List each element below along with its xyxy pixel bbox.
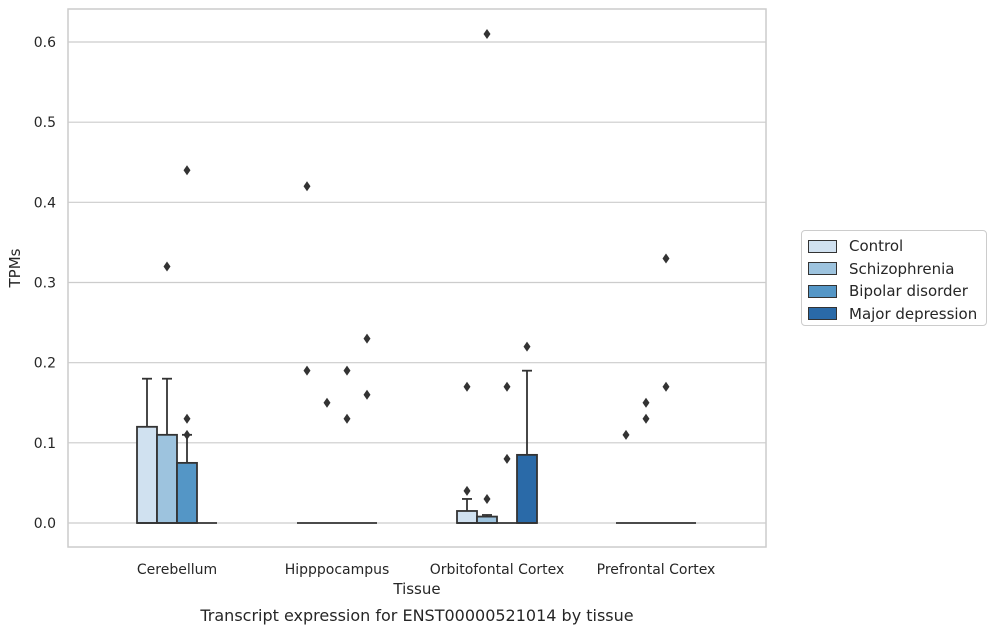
y-tick-label: 0.6 xyxy=(34,35,56,51)
outlier-point xyxy=(503,453,511,464)
outlier-point xyxy=(163,261,171,272)
legend-swatch xyxy=(808,239,837,253)
legend-label: Bipolar disorder xyxy=(849,282,968,301)
boxes xyxy=(136,28,696,524)
box-1-1 xyxy=(317,397,337,524)
box-rect xyxy=(456,510,478,524)
box-rect xyxy=(476,515,498,524)
legend-swatch xyxy=(808,307,837,321)
outlier-point xyxy=(523,341,531,352)
outlier-point xyxy=(622,429,630,440)
outlier-point xyxy=(483,493,491,504)
box-3-1 xyxy=(357,333,377,524)
outlier-point xyxy=(303,181,311,192)
outlier-point xyxy=(463,485,471,496)
legend-item-schizophrenia: Schizophrenia xyxy=(808,258,980,281)
outlier-point xyxy=(343,365,351,376)
box-3-2 xyxy=(516,341,538,524)
x-tick-label: Hipppocampus xyxy=(285,562,390,578)
legend: Control Schizophrenia Bipolar disorder M… xyxy=(801,230,987,326)
outlier-point xyxy=(363,333,371,344)
y-tick-label: 0.2 xyxy=(34,356,56,372)
x-tick-label: Prefrontal Cortex xyxy=(597,562,716,578)
box-2-1 xyxy=(337,365,357,524)
y-axis-label: TPMs xyxy=(6,248,24,288)
y-tick-label: 0.3 xyxy=(34,276,56,292)
box-2-2 xyxy=(497,381,517,524)
x-tick-label: Cerebellum xyxy=(137,562,217,578)
plot-frame xyxy=(67,8,767,548)
box-rect xyxy=(176,461,198,524)
outlier-point xyxy=(642,413,650,424)
legend-item-bipolar-disorder: Bipolar disorder xyxy=(808,280,980,303)
box-rect xyxy=(156,433,178,524)
legend-swatch xyxy=(808,284,837,298)
legend-item-control: Control xyxy=(808,235,980,258)
y-tick-label: 0.4 xyxy=(34,195,56,211)
box-rect xyxy=(136,425,158,524)
y-tick-label: 0.1 xyxy=(34,436,56,452)
box-rect xyxy=(516,453,538,524)
x-axis-label: Tissue xyxy=(392,580,440,598)
box-0-1 xyxy=(297,181,317,524)
box-0-3 xyxy=(616,429,636,524)
outlier-point xyxy=(183,165,191,176)
x-tick-labels: Cerebellum Hipppocampus Orbitofontal Corte… xyxy=(137,562,715,578)
outlier-point xyxy=(483,28,491,39)
outlier-point xyxy=(662,253,670,264)
box-1-0 xyxy=(156,261,178,524)
outlier-point xyxy=(183,429,191,440)
chart-caption: Transcript expression for ENST0000052101… xyxy=(200,606,634,625)
box-0-0 xyxy=(136,377,158,524)
box-2-0 xyxy=(176,165,198,524)
outlier-point xyxy=(343,413,351,424)
legend-swatch xyxy=(808,262,837,276)
grid-lines xyxy=(68,41,766,524)
outlier-point xyxy=(662,381,670,392)
outlier-point xyxy=(303,365,311,376)
outlier-point xyxy=(183,413,191,424)
box-1-2 xyxy=(476,28,498,524)
outlier-point xyxy=(323,397,331,408)
outlier-point xyxy=(463,381,471,392)
box-0-2 xyxy=(456,381,478,524)
legend-label: Control xyxy=(849,237,904,256)
outlier-point xyxy=(363,389,371,400)
legend-label: Schizophrenia xyxy=(849,259,955,278)
x-tick-label: Orbitofontal Cortex xyxy=(430,562,565,578)
outlier-point xyxy=(642,397,650,408)
legend-label: Major depression xyxy=(849,304,978,323)
legend-item-major-depression: Major depression xyxy=(808,303,980,326)
box-2-3 xyxy=(656,253,676,524)
box-1-3 xyxy=(636,397,656,524)
y-tick-label: 0.0 xyxy=(34,516,56,532)
y-tick-labels: 0.0 0.1 0.2 0.3 0.4 0.5 0.6 xyxy=(34,35,56,532)
outlier-point xyxy=(503,381,511,392)
y-tick-label: 0.5 xyxy=(34,115,56,131)
